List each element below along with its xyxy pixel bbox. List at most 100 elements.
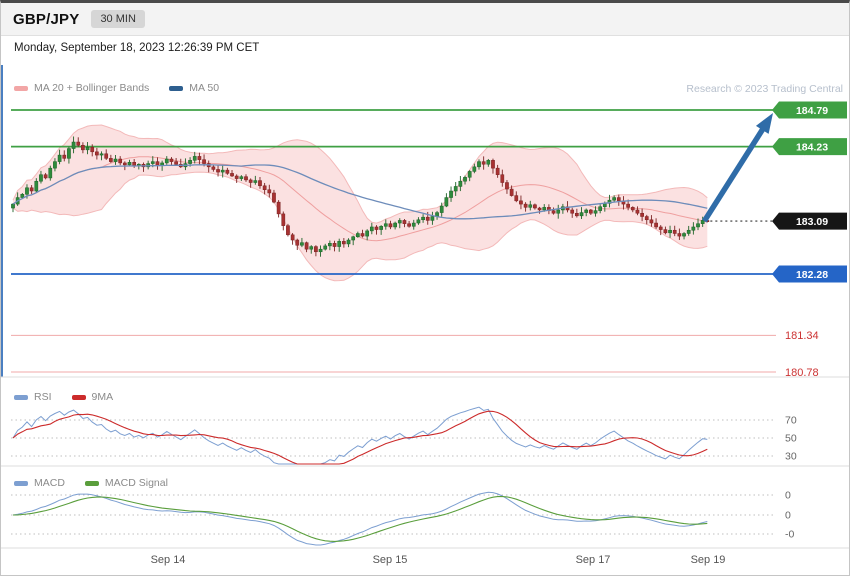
candle-body [192, 156, 197, 161]
candle-body [281, 213, 286, 226]
candle-body [29, 187, 34, 192]
price-label-text: 184.79 [796, 105, 828, 117]
candle-body [630, 207, 635, 211]
candle-body [99, 153, 104, 156]
candle-body [598, 206, 603, 211]
candle-body [355, 233, 360, 238]
titlebar: GBP/JPY 30 MIN [1, 3, 849, 36]
candle-body [379, 226, 383, 230]
candle-body [668, 229, 672, 234]
datetime-label: Monday, September 18, 2023 12:26:39 PM C… [14, 42, 260, 54]
candle-body [216, 169, 220, 173]
macd-grid-label: 0 [785, 510, 791, 522]
candle-body [444, 197, 449, 207]
candle-body [328, 243, 332, 247]
candle-body [686, 229, 691, 234]
candle-body [25, 187, 29, 195]
candle-body [411, 222, 416, 227]
candle-body [570, 209, 575, 214]
candle-body [337, 241, 342, 247]
candle-body [700, 220, 705, 224]
candle-body [388, 223, 393, 228]
candle-body [244, 176, 248, 181]
candle-body [644, 216, 649, 221]
candle-body [109, 158, 113, 162]
legend-item: MACD [14, 477, 65, 489]
candle-body [579, 212, 584, 217]
candle-body [76, 141, 81, 146]
macd-legend: MACD MACD Signal [14, 477, 168, 489]
price-label-text: 184.23 [796, 141, 828, 153]
legend-label: 9MA [91, 391, 114, 403]
legend-label: MACD Signal [104, 477, 168, 489]
bollinger-upper-line [12, 124, 708, 224]
main-panel-accent [1, 65, 3, 377]
candle-body [43, 174, 48, 179]
candle-body [575, 212, 579, 217]
candle-body [309, 246, 314, 250]
candle-body [486, 160, 491, 165]
main-legend: MA 20 + Bollinger Bands MA 50 [14, 82, 219, 94]
candle-body [425, 216, 430, 221]
legend-item: 9MA [71, 391, 114, 403]
candle-body [39, 174, 43, 182]
legend-item: RSI [14, 391, 52, 403]
candle-body [491, 160, 495, 169]
candle-body [262, 185, 267, 190]
candle-body [104, 153, 109, 159]
rsi-grid-label: 50 [785, 433, 797, 445]
candle-body [239, 176, 244, 179]
candle-body [407, 223, 411, 227]
candle-body [635, 209, 640, 214]
candle-body [430, 216, 435, 221]
candle-body [332, 243, 337, 247]
candle-body [649, 219, 654, 224]
candle-body [397, 220, 402, 224]
candle-body [20, 194, 25, 198]
datetime-row: Monday, September 18, 2023 12:26:39 PM C… [1, 36, 849, 60]
price-label-tag [772, 265, 847, 283]
candle-body [11, 203, 15, 209]
candle-body [509, 188, 514, 196]
candle-body [272, 192, 276, 203]
candle-body [258, 180, 262, 187]
candle-body [495, 167, 500, 175]
candle-body [276, 201, 281, 215]
interval-badge: 30 MIN [91, 10, 145, 28]
macd-signal-line [12, 495, 708, 542]
candle-body [342, 241, 346, 245]
legend-swatch-icon [14, 480, 28, 486]
legend-item: MACD Signal [84, 477, 168, 489]
candle-body [234, 175, 239, 179]
candle-body [248, 179, 253, 183]
candle-body [197, 156, 202, 160]
candle-body [360, 233, 365, 237]
candle-body [505, 182, 509, 190]
candle-body [393, 222, 397, 228]
candle-body [174, 161, 178, 165]
candle-body [616, 197, 621, 202]
candle-body [467, 171, 472, 178]
candle-body [588, 209, 593, 214]
candle-body [95, 151, 99, 156]
candle-body [85, 146, 90, 151]
candle-body [514, 195, 519, 202]
candle-body [230, 173, 234, 177]
candle-body [421, 216, 425, 221]
candle-body [691, 226, 696, 231]
candle-body [607, 199, 612, 204]
ma50-line [12, 164, 708, 220]
price-chart-svg: 184.79 184.23 183.09 182.28 181.34 180.78 70 50… [1, 65, 849, 549]
candle-body [67, 148, 71, 159]
candle-body [458, 180, 463, 187]
rsi-9ma-line [12, 410, 708, 465]
candle-body [672, 229, 677, 234]
candle-body [402, 220, 407, 224]
candle-body [53, 161, 57, 169]
candle-body [113, 158, 118, 162]
chart-region: 184.79 184.23 183.09 182.28 181.34 180.78 70 50… [1, 63, 849, 575]
candle-body [626, 203, 630, 208]
candle-body [663, 229, 668, 234]
trend-arrow-shaft [702, 123, 768, 223]
